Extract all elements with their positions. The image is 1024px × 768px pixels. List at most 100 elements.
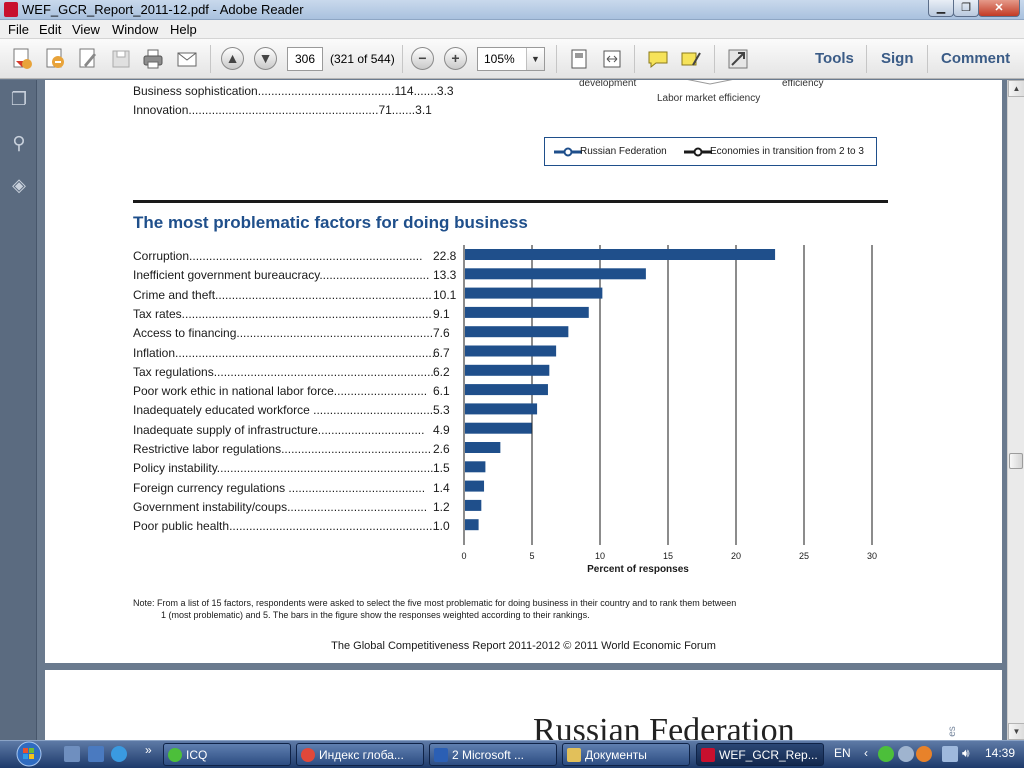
print-icon[interactable] <box>141 47 165 71</box>
page-thumbnails-icon[interactable]: ❐ <box>10 89 28 109</box>
toolbar-separator <box>402 45 403 73</box>
language-indicator[interactable]: EN <box>834 746 851 760</box>
menu-file[interactable]: File <box>8 22 29 37</box>
scroll-down-icon[interactable]: ▼ <box>1008 723 1024 740</box>
section-title: The most problematic factors for doing b… <box>133 213 528 232</box>
section-divider <box>133 200 888 203</box>
next-page-side-text: es <box>946 726 958 737</box>
zoom-value: 105% <box>484 52 515 66</box>
factor-value: 2.6 <box>433 442 450 456</box>
sign-pane-button[interactable]: Sign <box>881 50 914 67</box>
menu-view[interactable]: View <box>72 22 100 37</box>
note-line: Note: From a list of 15 factors, respond… <box>133 598 737 608</box>
bar <box>465 403 538 415</box>
start-button[interactable] <box>10 741 48 767</box>
factor-label: Tax regulations.........................… <box>133 364 434 379</box>
volume-icon[interactable]: 🔊︎ <box>962 746 970 760</box>
clock[interactable]: 14:39 <box>985 746 1016 760</box>
toolbar: ▲ ▼ 306 (321 of 544) − + 105% ▼ Tools Si <box>0 39 1024 79</box>
attachments-icon[interactable]: ⚲ <box>12 133 26 153</box>
comment-pane-button[interactable]: Comment <box>941 50 1011 67</box>
task-label: 2 Microsoft ... <box>452 748 525 762</box>
factor-value: 6.7 <box>433 345 450 360</box>
chevron-down-icon[interactable]: ▼ <box>526 48 544 70</box>
layers-icon[interactable]: ◈ <box>12 175 26 195</box>
x-tick-label: 25 <box>799 551 809 561</box>
close-button[interactable]: ✕ <box>978 0 1020 17</box>
email-icon[interactable] <box>175 47 199 71</box>
zoom-select[interactable]: 105% ▼ <box>477 47 545 71</box>
taskbar-item-word[interactable]: 2 Microsoft ... <box>429 743 557 766</box>
bar <box>465 268 646 280</box>
toolbar-separator <box>634 45 635 73</box>
tools-pane-button[interactable]: Tools <box>815 50 854 67</box>
sticky-note-icon[interactable] <box>646 47 670 71</box>
tray-app-icon[interactable] <box>898 746 914 762</box>
page-number-input[interactable]: 306 <box>287 47 323 71</box>
factor-value: 1.5 <box>433 461 450 476</box>
toolbar-separator <box>556 45 557 73</box>
show-desktop-icon[interactable] <box>64 746 80 762</box>
next-page-heading: Russian Federation <box>533 712 795 740</box>
title-bar: WEF_GCR_Report_2011-12.pdf - Adobe Reade… <box>0 0 1024 20</box>
internet-explorer-icon[interactable] <box>111 746 127 762</box>
legend-label-transition: Economies in transition from 2 to 3 <box>710 146 864 157</box>
fit-width-icon[interactable] <box>600 47 624 71</box>
x-tick-label: 5 <box>529 551 534 561</box>
export-pdf-icon[interactable] <box>43 47 67 71</box>
scroll-up-icon[interactable]: ▲ <box>1008 80 1024 97</box>
adobe-reader-window: WEF_GCR_Report_2011-12.pdf - Adobe Reade… <box>0 0 1024 740</box>
fit-page-icon[interactable] <box>567 47 591 71</box>
icq-tray-icon[interactable] <box>878 746 894 762</box>
taskbar-item-icq[interactable]: ICQ <box>163 743 291 766</box>
minimize-button[interactable]: ▁ <box>928 0 954 17</box>
radar-label-efficiency: efficiency <box>782 80 824 89</box>
x-axis-label: Percent of responses <box>587 564 689 575</box>
task-label: Индекс глоба... <box>319 748 404 762</box>
pillar-row: Innovation..............................… <box>133 103 432 117</box>
factor-label: Inefficient government bureaucracy......… <box>133 268 430 283</box>
edit-pdf-icon[interactable] <box>76 47 100 71</box>
factor-label: Tax rates...............................… <box>133 306 432 321</box>
factor-value: 13.3 <box>433 268 457 283</box>
factor-value: 6.2 <box>433 364 450 379</box>
vertical-scrollbar[interactable]: ▲ ▼ <box>1007 80 1024 740</box>
quick-launch-more-icon[interactable]: » <box>145 743 152 757</box>
scroll-thumb[interactable] <box>1009 453 1023 469</box>
zoom-out-icon[interactable]: − <box>411 47 434 70</box>
switch-windows-icon[interactable] <box>88 746 104 762</box>
network-icon[interactable] <box>942 746 958 762</box>
bar <box>465 287 603 299</box>
zoom-in-icon[interactable]: + <box>444 47 467 70</box>
document-view[interactable]: development efficiency Labor market effi… <box>37 80 1007 740</box>
factor-label: Poor public health......................… <box>133 519 436 534</box>
pdf-page: Russian Federation es <box>45 670 1002 740</box>
next-page-icon[interactable]: ▼ <box>254 47 277 70</box>
read-mode-icon[interactable] <box>726 47 750 71</box>
save-icon[interactable] <box>109 47 133 71</box>
pillar-leader: ....... <box>413 84 437 98</box>
factor-label: Inflation...............................… <box>133 345 436 360</box>
highlight-text-icon[interactable] <box>679 47 703 71</box>
tray-expand-icon[interactable]: ‹ <box>864 746 868 760</box>
bar <box>465 364 550 376</box>
taskbar-item-documents[interactable]: Документы <box>562 743 690 766</box>
taskbar-item-adobe-reader[interactable]: WEF_GCR_Rep... <box>696 743 824 766</box>
bar <box>465 499 482 511</box>
menu-window[interactable]: Window <box>112 22 159 37</box>
bar <box>465 442 501 453</box>
taskbar-item-browser[interactable]: Индекс глоба... <box>296 743 424 766</box>
pillar-name: Innovation <box>133 103 189 117</box>
tray-app-icon[interactable] <box>916 746 932 762</box>
bar <box>465 326 569 338</box>
maximize-button[interactable]: ❐ <box>953 0 979 17</box>
factor-label: Crime and theft.........................… <box>133 287 432 302</box>
menu-edit[interactable]: Edit <box>39 22 62 37</box>
previous-page-icon[interactable]: ▲ <box>221 47 244 70</box>
bar <box>465 306 589 318</box>
pillar-score: 3.1 <box>415 103 432 117</box>
legend-label-russia: Russian Federation <box>580 146 667 157</box>
factor-value: 9.1 <box>433 306 450 321</box>
create-pdf-icon[interactable] <box>10 47 34 71</box>
menu-help[interactable]: Help <box>170 22 197 37</box>
